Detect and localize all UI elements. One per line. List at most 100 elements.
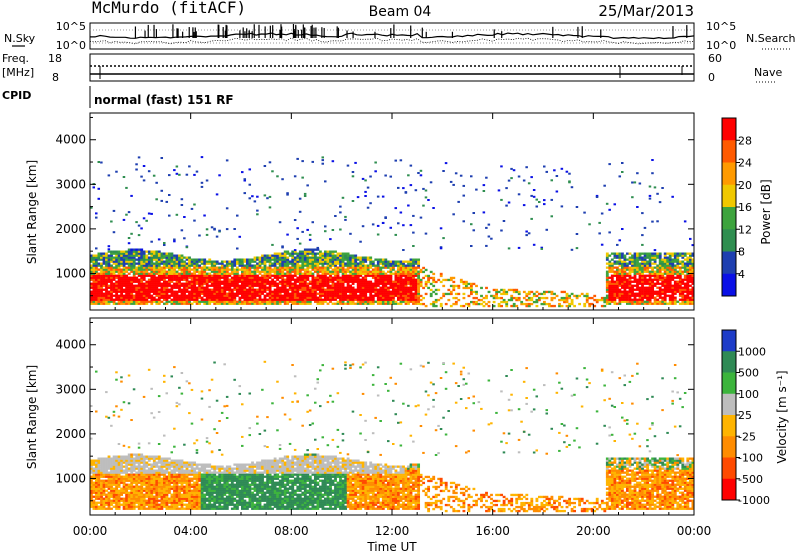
- echo-cell: [661, 274, 665, 277]
- echo-cell: [155, 284, 159, 287]
- echo-cell: [228, 286, 232, 289]
- echo-cell: [281, 280, 285, 283]
- echo-cell: [414, 288, 418, 291]
- echo-cell: [648, 294, 652, 297]
- echo-cell: [626, 252, 629, 255]
- echo-cell: [462, 286, 466, 290]
- echo-cell: [115, 497, 119, 500]
- echo-cell: [256, 262, 259, 265]
- echo-cell: [137, 282, 141, 285]
- echo-cell: [646, 302, 650, 305]
- echo-cell: [510, 177, 513, 180]
- echo-cell: [160, 199, 164, 202]
- echo-cell: [404, 268, 408, 271]
- echo-cell: [402, 294, 405, 297]
- echo-cell: [130, 288, 134, 291]
- echo-cell: [621, 262, 624, 265]
- echo-cell: [311, 160, 315, 163]
- echo-cell: [324, 256, 327, 259]
- echo-cell: [220, 274, 224, 277]
- echo-cell: [636, 252, 639, 255]
- echo-cell: [253, 294, 257, 297]
- echo-cell: [653, 266, 657, 269]
- echo-cell: [145, 300, 149, 303]
- echo-cell: [261, 290, 264, 293]
- echo-cell: [371, 296, 375, 299]
- echo-cell: [683, 252, 687, 255]
- echo-cell: [130, 278, 134, 281]
- echo-cell: [268, 254, 272, 257]
- echo-cell: [236, 290, 239, 293]
- echo-cell: [671, 292, 675, 295]
- echo-cell: [387, 292, 390, 295]
- echo-cell: [407, 262, 410, 265]
- echo-cell: [173, 294, 176, 297]
- echo-cell: [387, 264, 390, 267]
- echo-cell: [646, 296, 650, 299]
- echo-cell: [261, 280, 264, 283]
- echo-cell: [230, 282, 234, 285]
- echo-cell: [132, 300, 136, 303]
- echo-cell: [658, 270, 662, 273]
- echo-cell: [616, 270, 619, 273]
- echo-cell: [467, 286, 471, 290]
- echo-cell: [183, 290, 186, 293]
- echo-cell: [157, 268, 161, 271]
- echo-cell: [117, 491, 121, 494]
- echo-cell: [467, 302, 471, 306]
- echo-cell: [243, 192, 247, 195]
- echo-cell: [102, 270, 106, 273]
- echo-cell: [417, 172, 420, 175]
- echo-cell: [263, 280, 267, 283]
- echo-cell: [301, 160, 304, 163]
- echo-cell: [210, 266, 214, 269]
- echo-cell: [691, 262, 695, 265]
- echo-cell: [173, 290, 176, 293]
- echo-cell: [130, 260, 134, 263]
- echo-cell: [387, 262, 390, 265]
- echo-cell: [646, 260, 650, 263]
- echo-cell: [112, 209, 116, 212]
- echo-cell: [120, 302, 124, 305]
- echo-cell: [500, 296, 504, 300]
- echo-cell: [236, 292, 239, 295]
- echo-cell: [150, 212, 153, 215]
- echo-cell: [225, 268, 229, 271]
- echo-cell: [341, 258, 345, 261]
- echo-cell: [321, 264, 325, 267]
- echo-cell: [185, 264, 189, 267]
- echo-cell: [666, 284, 670, 287]
- echo-cell: [621, 282, 624, 285]
- echo-cell: [651, 272, 655, 275]
- echo-cell: [102, 471, 106, 474]
- echo-cell: [115, 276, 119, 279]
- echo-cell: [110, 298, 113, 301]
- echo-cell: [371, 262, 375, 265]
- echo-cell: [646, 252, 650, 255]
- echo-cell: [152, 272, 156, 275]
- echo-cell: [125, 300, 129, 303]
- echo-cell: [397, 266, 400, 269]
- echo-cell: [371, 286, 375, 289]
- echo-cell: [122, 282, 126, 285]
- echo-cell: [651, 252, 655, 255]
- colorbar-segment: [722, 251, 736, 275]
- echo-cell: [268, 290, 272, 293]
- echo-cell: [397, 264, 400, 267]
- echo-cell: [329, 286, 332, 289]
- echo-cell: [160, 254, 164, 257]
- echo-cell: [613, 254, 617, 257]
- colorbar-tick-label: 20: [738, 179, 752, 192]
- echo-cell: [329, 284, 332, 287]
- echo-cell: [686, 284, 690, 287]
- echo-cell: [384, 292, 388, 295]
- echo-cell: [120, 477, 124, 480]
- echo-cell: [105, 294, 108, 297]
- echo-cell: [203, 262, 207, 265]
- echo-cell: [155, 254, 159, 257]
- echo-cell: [112, 471, 116, 474]
- echo-cell: [351, 282, 355, 285]
- echo-cell: [246, 290, 249, 293]
- echo-cell: [636, 272, 639, 275]
- echo-cell: [397, 262, 400, 265]
